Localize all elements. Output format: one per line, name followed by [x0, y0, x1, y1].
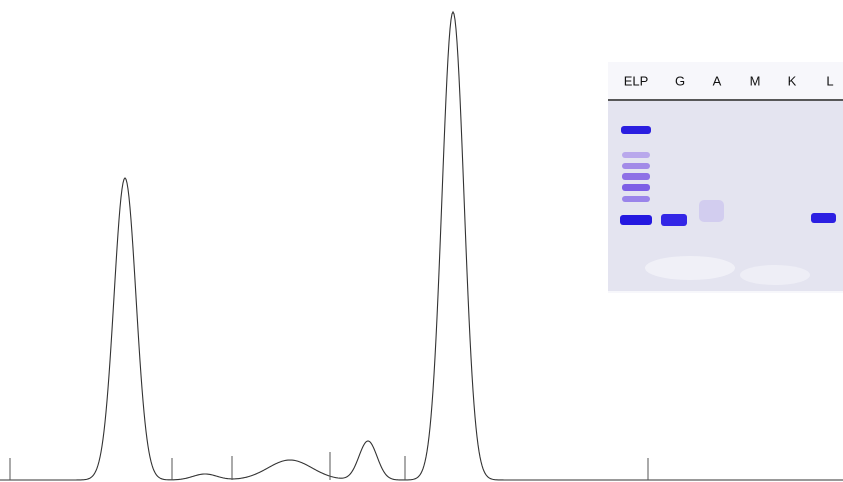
band [620, 215, 652, 225]
lane-label: M [750, 73, 761, 88]
lane-label: K [788, 73, 797, 88]
band [622, 196, 650, 202]
band [621, 126, 651, 134]
band [622, 173, 650, 180]
band [811, 213, 836, 223]
gel-inset: ELP G A M K L [608, 62, 843, 293]
lane-label: ELP [624, 73, 649, 88]
figure: ELP G A M K L [0, 0, 843, 482]
band [622, 184, 650, 191]
gel-smudge [645, 256, 735, 280]
lane-label: G [675, 73, 685, 88]
page: ELPGAMKL (() => { const data = JSON.pars… [0, 0, 843, 482]
band [622, 152, 650, 158]
gel-smudge [740, 265, 810, 285]
band [622, 163, 650, 169]
band [699, 200, 724, 222]
lane-label: L [826, 73, 833, 88]
lane-label: A [713, 73, 722, 88]
band [661, 214, 687, 226]
